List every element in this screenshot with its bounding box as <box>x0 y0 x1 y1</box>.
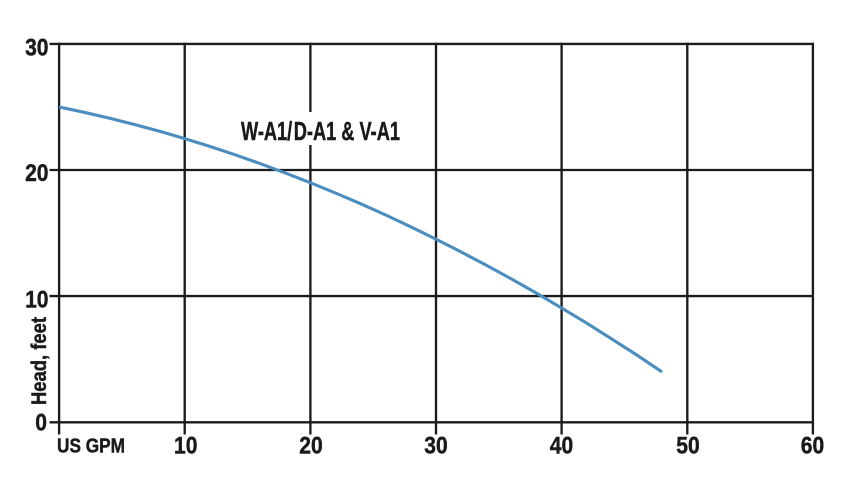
svg-text:30: 30 <box>25 35 48 62</box>
svg-text:30: 30 <box>424 433 447 460</box>
svg-text:20: 20 <box>299 433 322 460</box>
svg-text:50: 50 <box>676 433 699 460</box>
svg-text:Head, feet: Head, feet <box>27 317 51 405</box>
svg-text:US GPM: US GPM <box>57 435 125 458</box>
svg-text:10: 10 <box>25 287 48 314</box>
svg-text:60: 60 <box>801 433 824 460</box>
svg-text:W-A1/ D-A1 & V-A1: W-A1/ D-A1 & V-A1 <box>241 118 400 146</box>
svg-text:0: 0 <box>35 410 47 437</box>
svg-text:20: 20 <box>25 160 48 187</box>
svg-text:40: 40 <box>550 433 573 460</box>
svg-text:10: 10 <box>174 433 197 460</box>
